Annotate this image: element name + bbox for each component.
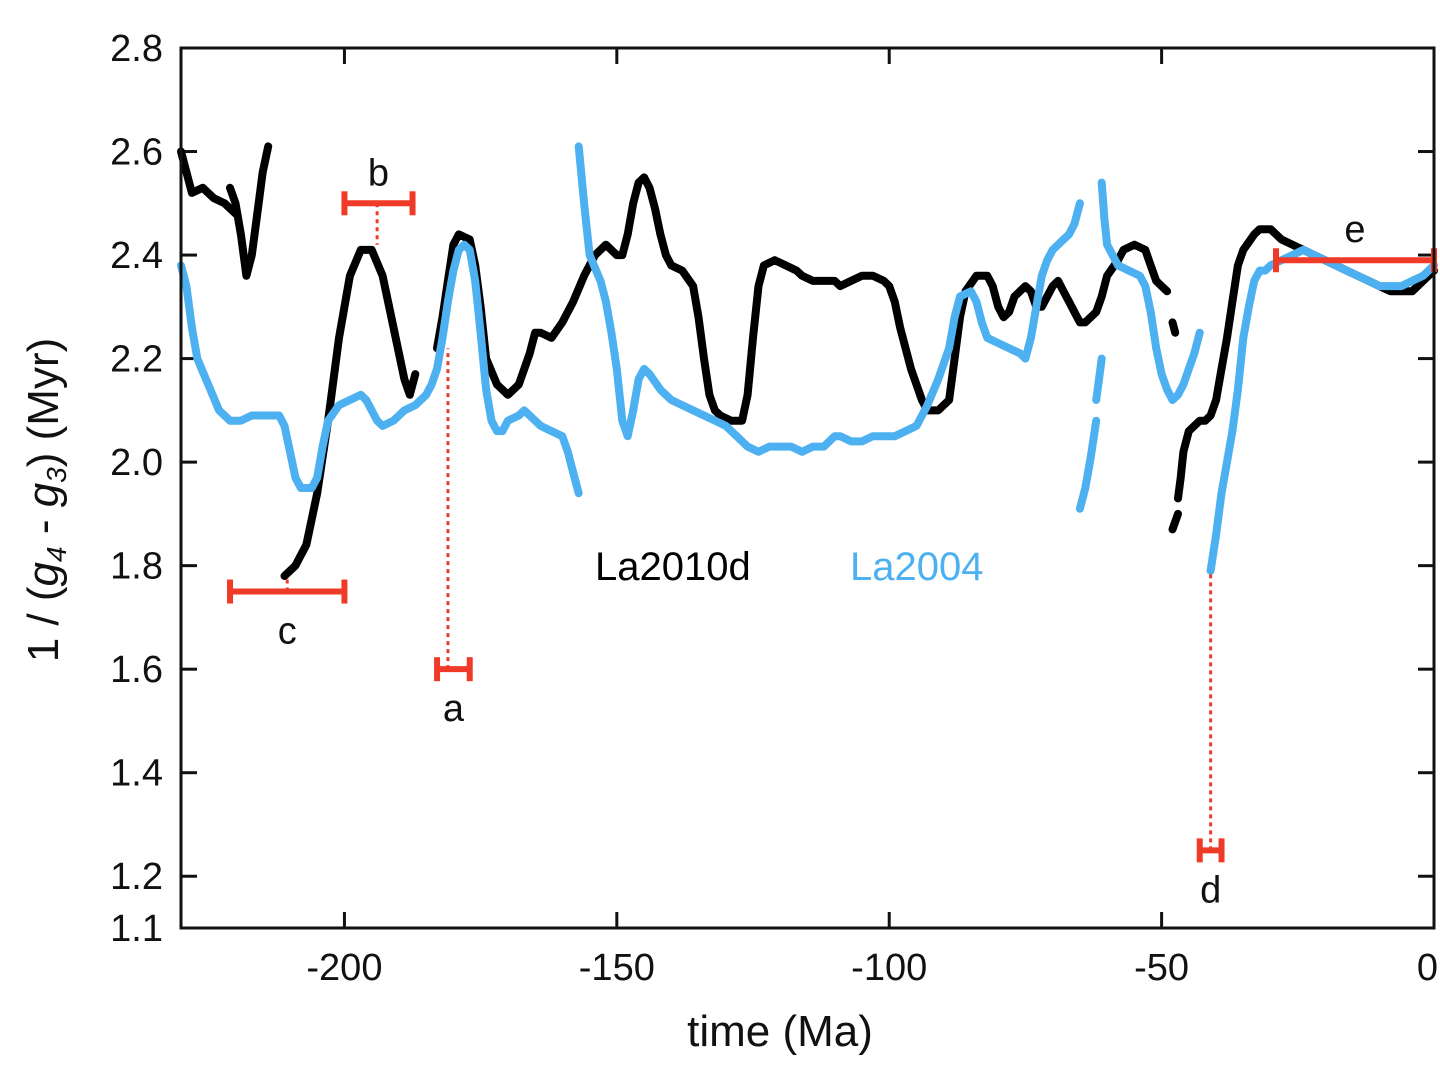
plot-frame	[179, 46, 1436, 930]
y-title-suffix: ) (Myr)	[19, 338, 68, 468]
series-line-la2004	[1075, 416, 1101, 513]
series-line-la2004	[177, 240, 583, 498]
interval-a: a	[434, 348, 473, 730]
x-tick-label: -50	[1134, 947, 1189, 989]
y-tick-label: 1.4	[110, 753, 163, 795]
y-title-sub4: 4	[41, 546, 72, 562]
y-tick-label: 2.0	[110, 442, 163, 484]
interval-label: b	[368, 152, 389, 194]
interval-label: d	[1200, 869, 1221, 911]
series-line-la2010d	[280, 245, 420, 580]
series-layer	[177, 142, 1438, 580]
series-line-la2010d	[177, 147, 240, 218]
y-title-prefix: 1 / (	[19, 586, 68, 662]
y-tick-label: 1.2	[110, 856, 163, 898]
legend-la2010d: La2010d	[595, 545, 751, 589]
series-line-la2004	[1092, 354, 1106, 404]
interval-markers: a b c d e	[227, 152, 1437, 911]
y-title-minus: -	[19, 507, 68, 546]
series-line-la2004	[1206, 245, 1438, 575]
x-tick-label: 0	[1417, 947, 1438, 989]
interval-c: c	[227, 576, 348, 653]
interval-d: d	[1196, 570, 1225, 911]
y-title-sub3: 3	[41, 467, 72, 483]
series-line-la2010d	[1174, 225, 1438, 503]
series-la2010d	[177, 142, 1438, 580]
series-la2004	[177, 142, 1438, 575]
y-tick-label: 2.8	[110, 28, 163, 70]
y-tick-label: 1.8	[110, 546, 163, 588]
x-tick-label: -200	[306, 947, 382, 989]
interval-e: e	[1273, 209, 1437, 273]
series-line-la2004	[1097, 178, 1204, 404]
y-title-g3: g	[19, 482, 68, 507]
y-title-g4: g	[19, 561, 68, 586]
y-tick-label: 2.4	[110, 235, 163, 277]
interval-b: b	[341, 152, 416, 245]
series-line-la2010d	[1168, 318, 1180, 337]
series-line-la2010d	[433, 173, 1172, 425]
interval-label: a	[443, 688, 465, 730]
tick-labels: -200 -150 -100 -50 0 1.1 1.2 1.4 1.6 1.8 2.0 2.2 2.4…	[110, 28, 1438, 989]
y-axis-title: 1 / (g4 - g3) (Myr)	[19, 338, 72, 663]
series-line-la2010d	[1168, 509, 1182, 534]
x-tick-label: -100	[851, 947, 927, 989]
y-tick-label: 1.1	[110, 908, 163, 950]
interval-label: c	[278, 611, 297, 653]
y-tick-label: 2.2	[110, 339, 163, 381]
series-line-la2004	[574, 142, 1084, 456]
x-tick-label: -150	[579, 947, 655, 989]
y-tick-label: 2.6	[110, 132, 163, 174]
x-axis-title: time (Ma)	[687, 1007, 873, 1056]
series-line-la2010d	[226, 142, 273, 280]
y-tick-label: 1.6	[110, 649, 163, 691]
legend-la2004: La2004	[850, 545, 983, 589]
interval-label: e	[1344, 209, 1365, 251]
